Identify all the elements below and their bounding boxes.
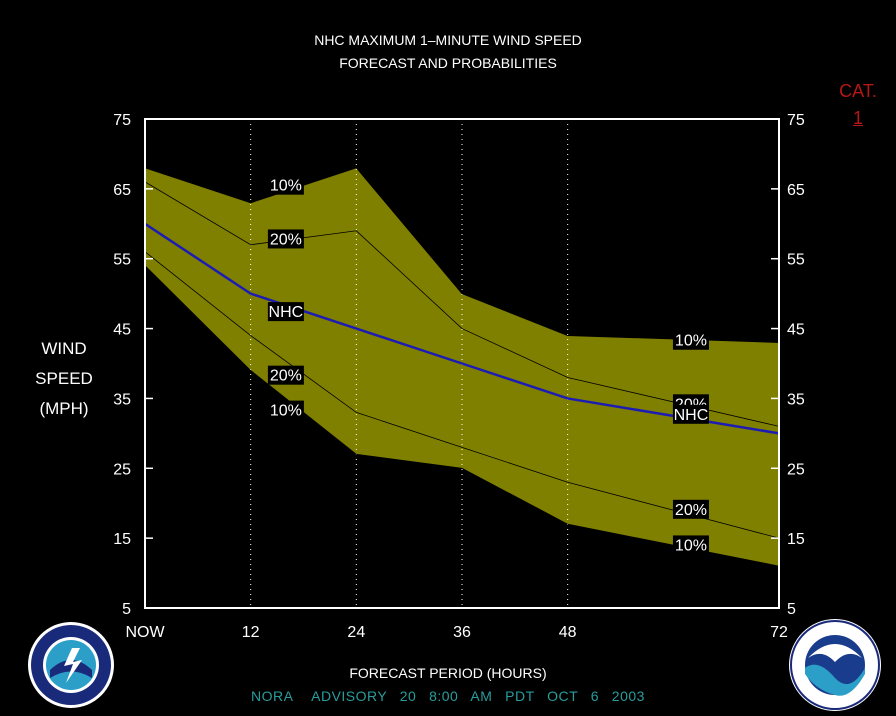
band-label-text: 10%	[675, 537, 707, 554]
band-label-bg	[267, 175, 304, 195]
band-label-bg	[267, 302, 304, 322]
band-label: 10%	[672, 330, 709, 350]
y-tick-label-left: 65	[113, 182, 131, 199]
series-line-lower-20pct	[144, 251, 780, 539]
band-label-bg	[672, 499, 709, 519]
y-tick-label-left: 5	[122, 601, 131, 618]
nws-logo	[28, 622, 114, 708]
y-tick-label-left: 25	[113, 461, 131, 478]
band-label-bg	[672, 535, 709, 555]
band-label: 20%	[267, 365, 304, 385]
y-tick-label-right: 55	[787, 252, 805, 269]
x-tick-label: 72	[770, 624, 788, 641]
y-tick-label-right: 35	[787, 391, 805, 408]
series-line-upper-20pct	[144, 181, 780, 427]
band-label-text: NHC	[269, 304, 304, 321]
band-label-text: 20%	[270, 231, 302, 248]
y-tick-label-left: 35	[113, 391, 131, 408]
band-label-bg	[267, 400, 304, 420]
band-label: 10%	[267, 175, 304, 195]
chart-title-line2: FORECAST AND PROBABILITIES	[339, 55, 557, 71]
category-label: CAT.	[839, 81, 877, 101]
x-tick-label: 48	[559, 624, 577, 641]
x-axis-label: FORECAST PERIOD (HOURS)	[349, 665, 547, 681]
y-axis-label-line3: (MPH)	[39, 399, 89, 418]
y-tick-label-right: 75	[787, 112, 805, 129]
band-label-text: 10%	[675, 333, 707, 350]
y-tick-label-left: 75	[113, 112, 131, 129]
y-tick-label-right: 45	[787, 322, 805, 339]
band-label: 20%	[267, 229, 304, 249]
x-tick-label: 24	[347, 624, 365, 641]
y-axis-label-line1: WIND	[41, 339, 87, 358]
y-tick-label-right: 65	[787, 182, 805, 199]
y-tick-label-right: 5	[787, 601, 796, 618]
y-tick-label-left: 15	[113, 531, 131, 548]
category-value: 1	[852, 108, 863, 128]
band-label: 10%	[672, 535, 709, 555]
y-axis-label-line2: SPEED	[35, 369, 93, 388]
noaa-logo	[789, 619, 881, 711]
series-line-nhc	[144, 222, 780, 435]
band-label: NHC	[267, 302, 304, 322]
band-label: 10%	[267, 400, 304, 420]
band-label-text: 20%	[675, 502, 707, 519]
probability-band	[145, 167, 779, 567]
plot-frame	[144, 118, 780, 609]
series-line-lower-10pct	[144, 265, 780, 567]
band-label-text: 20%	[270, 368, 302, 385]
y-tick-label-right: 25	[787, 461, 805, 478]
band-label: NHC	[672, 404, 709, 424]
band-label-bg	[672, 330, 709, 350]
band-label-text: 10%	[270, 178, 302, 195]
band-label-bg	[267, 365, 304, 385]
chart-title-line1: NHC MAXIMUM 1–MINUTE WIND SPEED	[314, 32, 582, 48]
band-label-text: 10%	[270, 403, 302, 420]
y-tick-label-right: 15	[787, 531, 805, 548]
y-tick-label-left: 45	[113, 322, 131, 339]
y-tick-label-left: 55	[113, 252, 131, 269]
band-label-bg	[672, 404, 709, 424]
band-label: 20%	[672, 499, 709, 519]
series-line-upper-10pct	[144, 167, 780, 343]
band-label-text: NHC	[674, 407, 709, 424]
x-tick-label: NOW	[125, 624, 165, 641]
x-tick-label: 36	[453, 624, 471, 641]
x-tick-label: 12	[242, 624, 260, 641]
advisory-text: NORA ADVISORY 20 8:00 AM PDT OCT 6 2003	[251, 688, 645, 704]
band-label-bg	[267, 229, 304, 249]
